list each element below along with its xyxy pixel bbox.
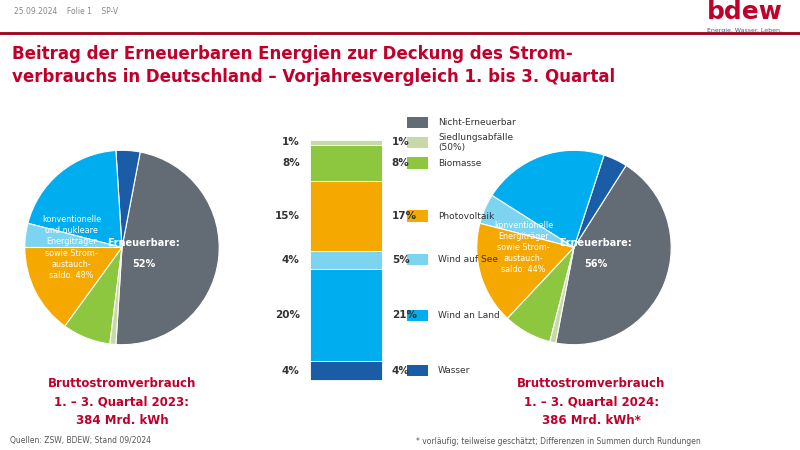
Wedge shape xyxy=(110,248,122,345)
Bar xyxy=(310,269,382,361)
Bar xyxy=(407,158,428,169)
Text: Siedlungsabfälle
(50%): Siedlungsabfälle (50%) xyxy=(438,133,513,152)
Text: Wind an Land: Wind an Land xyxy=(438,311,500,320)
Wedge shape xyxy=(477,223,574,318)
Bar xyxy=(407,310,428,321)
Wedge shape xyxy=(574,155,626,248)
Wedge shape xyxy=(116,152,219,345)
Text: 15%: 15% xyxy=(274,211,300,221)
Text: 4%: 4% xyxy=(282,365,300,376)
Bar xyxy=(310,181,382,251)
Bar xyxy=(407,117,428,128)
Bar xyxy=(407,137,428,148)
Bar xyxy=(310,144,382,181)
Bar xyxy=(310,361,382,380)
Text: Wind auf See: Wind auf See xyxy=(438,256,498,265)
Text: bdew: bdew xyxy=(706,0,782,24)
Text: Beitrag der Erneuerbaren Energien zur Deckung des Strom-
verbrauchs in Deutschla: Beitrag der Erneuerbaren Energien zur De… xyxy=(12,45,615,86)
Text: 8%: 8% xyxy=(282,158,300,168)
Text: 20%: 20% xyxy=(274,310,300,320)
Wedge shape xyxy=(507,248,574,342)
Wedge shape xyxy=(492,150,604,248)
Text: 52%: 52% xyxy=(132,259,155,269)
Text: konventionelle
Energiträger
sowie Strom-
austauch-
saldo: 44%: konventionelle Energiträger sowie Strom-… xyxy=(494,221,553,274)
Bar xyxy=(310,140,382,144)
Text: Erneuerbare:: Erneuerbare: xyxy=(107,238,180,248)
Text: Nicht-Erneuerbar: Nicht-Erneuerbar xyxy=(438,118,516,127)
Wedge shape xyxy=(556,166,671,345)
Text: 21%: 21% xyxy=(392,310,417,320)
Text: Photovoltaik: Photovoltaik xyxy=(438,212,494,220)
Text: Biomasse: Biomasse xyxy=(438,158,482,167)
Text: 4%: 4% xyxy=(392,365,410,376)
Wedge shape xyxy=(28,150,122,248)
Bar xyxy=(310,251,382,269)
Text: konventionelle
und nukleare
Energiträger
sowie Strom-
austauch-
saldo: 48%: konventionelle und nukleare Energiträger… xyxy=(42,215,101,280)
Text: 8%: 8% xyxy=(392,158,410,168)
Bar xyxy=(407,365,428,376)
Text: 5%: 5% xyxy=(392,255,410,265)
Text: 56%: 56% xyxy=(584,259,607,269)
Text: Bruttostromverbrauch
1. – 3. Quartal 2023:
384 Mrd. kWh: Bruttostromverbrauch 1. – 3. Quartal 202… xyxy=(48,377,196,427)
Text: Wasser: Wasser xyxy=(438,366,470,375)
Text: 4%: 4% xyxy=(282,255,300,265)
Text: Bruttostromverbrauch
1. – 3. Quartal 2024:
386 Mrd. kWh*: Bruttostromverbrauch 1. – 3. Quartal 202… xyxy=(517,377,666,427)
Wedge shape xyxy=(116,150,140,248)
Wedge shape xyxy=(550,248,574,343)
Text: 1%: 1% xyxy=(282,137,300,147)
Text: 25.09.2024    Folie 1    SP-V: 25.09.2024 Folie 1 SP-V xyxy=(14,7,118,16)
Wedge shape xyxy=(480,195,574,248)
Wedge shape xyxy=(25,223,122,248)
Text: Erneuerbare:: Erneuerbare: xyxy=(559,238,632,248)
Text: Quellen: ZSW, BDEW; Stand 09/2024: Quellen: ZSW, BDEW; Stand 09/2024 xyxy=(10,436,150,446)
Bar xyxy=(407,254,428,266)
Wedge shape xyxy=(25,248,122,326)
Text: * vorläufig; teilweise geschätzt; Differenzen in Summen durch Rundungen: * vorläufig; teilweise geschätzt; Differ… xyxy=(416,436,701,446)
Wedge shape xyxy=(65,248,122,344)
Text: Energie. Wasser. Leben.: Energie. Wasser. Leben. xyxy=(707,27,782,32)
Bar xyxy=(407,211,428,221)
Text: 1%: 1% xyxy=(392,137,410,147)
Text: 17%: 17% xyxy=(392,211,417,221)
